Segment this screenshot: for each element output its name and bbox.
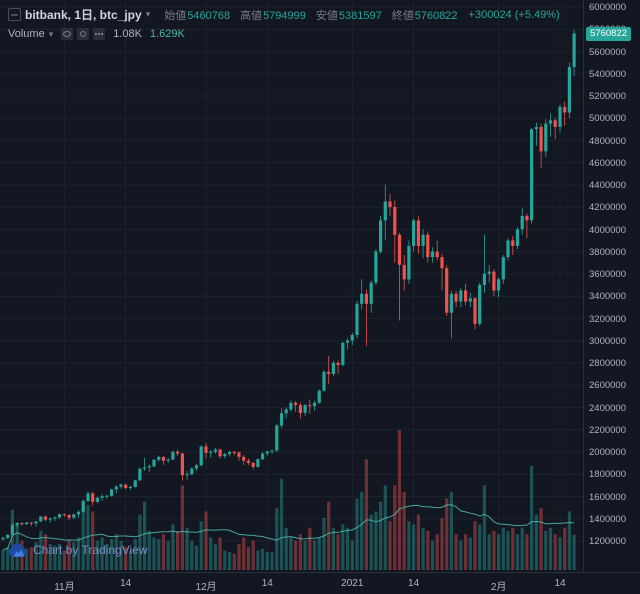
tradingview-attribution[interactable]: Chart by TradingView xyxy=(8,543,148,557)
high-field: 高値 5794999 xyxy=(240,7,306,23)
time-tick-label: 2021 xyxy=(341,578,364,589)
close-label: 終値 xyxy=(391,9,414,22)
price-tick-label: 1400000 xyxy=(589,513,626,525)
legend-collapse-icon[interactable] xyxy=(8,8,21,21)
price-tick-label: 4800000 xyxy=(589,135,626,147)
last-price-badge: 5760822 xyxy=(586,26,631,41)
gear-icon[interactable] xyxy=(77,28,90,40)
low-field: 安値 5381597 xyxy=(316,7,382,23)
volume-ma-value: 1.629K xyxy=(149,28,185,40)
volume-indicator-label[interactable]: Volume xyxy=(8,28,45,40)
price-tick-label: 3400000 xyxy=(589,291,626,303)
close-value: 5760822 xyxy=(414,9,458,22)
low-label: 安値 xyxy=(315,9,338,22)
attribution-text: Chart by TradingView xyxy=(33,543,148,557)
price-tick-label: 5400000 xyxy=(589,68,626,80)
price-tick-label: 4000000 xyxy=(589,224,626,236)
symbol-title[interactable]: bitbank, 1日, btc_jpy xyxy=(25,8,142,22)
price-tick-label: 6000000 xyxy=(589,2,626,13)
time-tick-label: 14 xyxy=(408,578,420,589)
time-axis[interactable]: 11月 14 12月 14 2021 14 2月 14 xyxy=(0,572,640,594)
time-tick-label: 11月 xyxy=(54,582,75,593)
price-tick-label: 1600000 xyxy=(589,491,626,503)
price-tick-label: 1800000 xyxy=(589,469,626,481)
open-label: 始値 xyxy=(164,9,187,22)
price-tick-label: 3000000 xyxy=(589,335,626,347)
time-tick-label: 2月 xyxy=(490,582,507,593)
low-value: 5381597 xyxy=(338,9,382,22)
price-tick-label: 3200000 xyxy=(589,313,626,325)
tradingview-logo xyxy=(8,543,27,557)
price-tick-label: 4600000 xyxy=(589,157,626,169)
volume-indicator-row: Volume ▾ 1.08K 1.629K xyxy=(8,28,560,40)
time-tick-label: 14 xyxy=(120,578,132,589)
symbol-row: bitbank, 1日, btc_jpy ▾ 始値 5460768 高値 579… xyxy=(8,6,560,23)
high-label: 高値 xyxy=(240,9,263,22)
price-tick-label: 2600000 xyxy=(589,380,626,392)
price-tick-label: 5600000 xyxy=(589,46,626,58)
open-value: 5460768 xyxy=(187,9,231,22)
price-tick-label: 5200000 xyxy=(589,91,626,102)
chart-canvas[interactable] xyxy=(0,0,584,572)
chevron-down-icon[interactable]: ▾ xyxy=(145,9,151,19)
high-value: 5794999 xyxy=(263,9,306,22)
more-icon[interactable] xyxy=(93,28,106,40)
eye-icon[interactable] xyxy=(61,28,74,40)
price-tick-label: 3600000 xyxy=(589,269,626,280)
price-axis[interactable]: 6000000580000056000005400000520000050000… xyxy=(583,0,640,572)
price-tick-label: 4200000 xyxy=(589,202,626,214)
price-tick-label: 3800000 xyxy=(589,246,626,258)
time-tick-label: 14 xyxy=(261,578,273,589)
price-tick-label: 5000000 xyxy=(589,113,626,125)
time-tick-label: 14 xyxy=(554,578,566,589)
close-field: 終値 5760822 xyxy=(392,7,458,23)
price-tick-label: 2800000 xyxy=(589,358,626,369)
price-tick-label: 4400000 xyxy=(589,180,626,191)
price-tick-label: 1200000 xyxy=(589,536,626,547)
price-tick-label: 2400000 xyxy=(589,402,626,414)
time-tick-label: 12月 xyxy=(195,582,217,593)
legend: bitbank, 1日, btc_jpy ▾ 始値 5460768 高値 579… xyxy=(8,6,560,40)
change-value: +300024 (+5.49%) xyxy=(468,8,560,21)
chevron-down-icon[interactable]: ▾ xyxy=(48,28,54,39)
volume-value: 1.08K xyxy=(113,28,142,40)
price-tick-label: 2000000 xyxy=(589,447,626,458)
open-field: 始値 5460768 xyxy=(164,7,230,23)
price-tick-label: 2200000 xyxy=(589,424,626,436)
